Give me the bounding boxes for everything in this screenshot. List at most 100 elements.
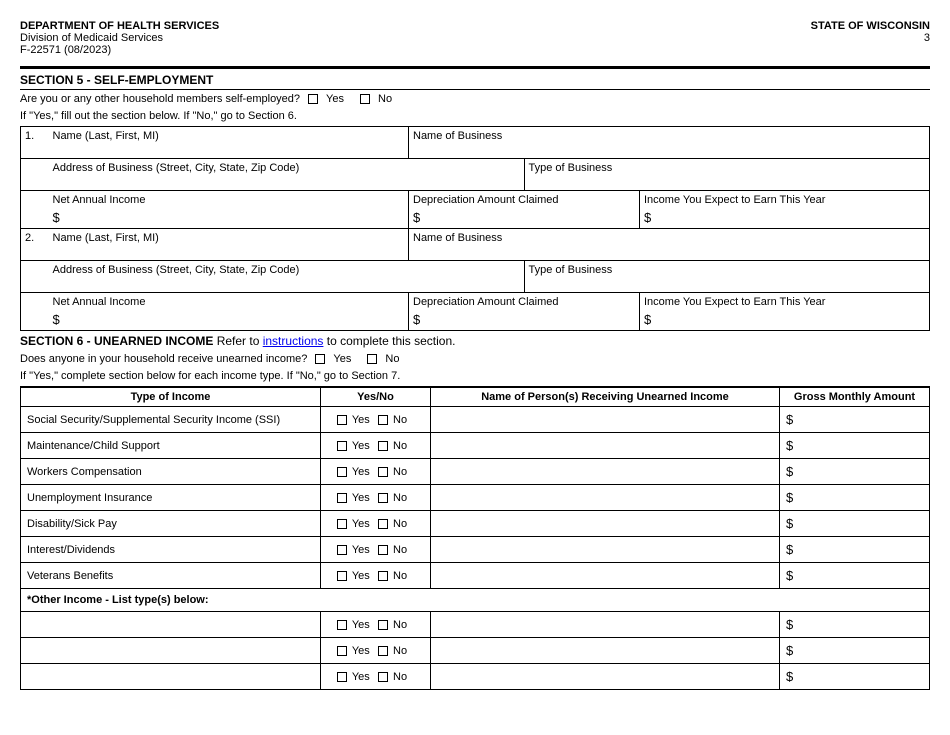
section5-question-row: Are you or any other household members s… [20,90,930,108]
unearned-income-table: Type of Income Yes/No Name of Person(s) … [20,387,930,690]
amount-cell[interactable]: $ [780,537,930,563]
section6-yes-label: Yes [333,353,351,365]
person-cell[interactable] [431,563,780,589]
yn-yes-checkbox[interactable] [337,493,347,503]
income-row: Disability/Sick Pay Yes No $ [21,511,930,537]
amount-cell[interactable]: $ [780,485,930,511]
other-type-cell[interactable] [21,664,321,690]
yn-yes-checkbox[interactable] [337,545,347,555]
person-cell[interactable] [431,459,780,485]
person-cell[interactable] [431,485,780,511]
row2-num: 2. [21,229,49,261]
th-type: Type of Income [21,388,321,407]
yn-no-checkbox[interactable] [378,545,388,555]
row2-type-cell[interactable]: Type of Business [524,261,930,293]
self-employment-table: 1. Name (Last, First, MI) Name of Busine… [20,126,930,330]
amount-cell[interactable]: $ [780,664,930,690]
page-header: DEPARTMENT OF HEALTH SERVICES Division o… [20,20,930,56]
th-amount: Gross Monthly Amount [780,388,930,407]
income-row: Maintenance/Child Support Yes No $ [21,433,930,459]
amount-cell[interactable]: $ [780,407,930,433]
yn-yes-checkbox[interactable] [337,646,347,656]
row2-expect-cell[interactable]: Income You Expect to Earn This Year $ [640,293,930,331]
amount-cell[interactable]: $ [780,433,930,459]
person-cell[interactable] [431,612,780,638]
income-row: Social Security/Supplemental Security In… [21,407,930,433]
other-type-cell[interactable] [21,638,321,664]
instructions-link[interactable]: instructions [263,334,324,348]
row1-net-cell[interactable]: Net Annual Income $ [49,191,409,229]
yn-yes-checkbox[interactable] [337,519,347,529]
state-name: STATE OF WISCONSIN [811,20,930,32]
person-cell[interactable] [431,537,780,563]
row2-business-cell[interactable]: Name of Business [409,229,930,261]
row2-name-cell[interactable]: Name (Last, First, MI) [49,229,409,261]
yn-no-checkbox[interactable] [378,646,388,656]
yn-no-checkbox[interactable] [378,519,388,529]
th-yn: Yes/No [321,388,431,407]
yn-yes-checkbox[interactable] [337,571,347,581]
section6-question-row: Does anyone in your household receive un… [20,350,930,368]
yn-no-checkbox[interactable] [378,620,388,630]
row2-net-cell[interactable]: Net Annual Income $ [49,293,409,331]
header-rule [20,66,930,69]
section6-no-label: No [385,353,399,365]
page-number: 3 [811,32,930,44]
yn-yes-checkbox[interactable] [337,672,347,682]
row1-business-cell[interactable]: Name of Business [409,127,930,159]
division-name: Division of Medicaid Services [20,32,219,44]
person-cell[interactable] [431,407,780,433]
section5-no-label: No [378,93,392,105]
th-person: Name of Person(s) Receiving Unearned Inc… [431,388,780,407]
row1-type-cell[interactable]: Type of Business [524,159,930,191]
row1-name-cell[interactable]: Name (Last, First, MI) [49,127,409,159]
yn-no-checkbox[interactable] [378,493,388,503]
yn-yes-checkbox[interactable] [337,441,347,451]
person-cell[interactable] [431,638,780,664]
row1-num: 1. [21,127,49,159]
amount-cell[interactable]: $ [780,612,930,638]
income-row: Workers Compensation Yes No $ [21,459,930,485]
yn-no-checkbox[interactable] [378,467,388,477]
amount-cell[interactable]: $ [780,459,930,485]
row1-address-cell[interactable]: Address of Business (Street, City, State… [49,159,525,191]
other-income-row: Yes No $ [21,664,930,690]
section6-question: Does anyone in your household receive un… [20,353,307,365]
yn-no-checkbox[interactable] [378,571,388,581]
yn-no-checkbox[interactable] [378,441,388,451]
income-row: Veterans Benefits Yes No $ [21,563,930,589]
person-cell[interactable] [431,511,780,537]
amount-cell[interactable]: $ [780,638,930,664]
person-cell[interactable] [431,664,780,690]
yn-yes-checkbox[interactable] [337,467,347,477]
other-income-row: Yes No $ [21,638,930,664]
yn-no-checkbox[interactable] [378,672,388,682]
section6-instruction: If "Yes," complete section below for eac… [20,368,930,386]
other-income-row: Yes No $ [21,612,930,638]
section6-title: SECTION 6 - UNEARNED INCOME Refer to ins… [20,330,930,350]
section5-yes-checkbox[interactable] [308,94,318,104]
section5-no-checkbox[interactable] [360,94,370,104]
dept-name: DEPARTMENT OF HEALTH SERVICES [20,20,219,32]
person-cell[interactable] [431,433,780,459]
yn-yes-checkbox[interactable] [337,620,347,630]
section5-title: SECTION 5 - SELF-EMPLOYMENT [20,71,930,90]
row1-expect-cell[interactable]: Income You Expect to Earn This Year $ [640,191,930,229]
income-row: Interest/Dividends Yes No $ [21,537,930,563]
section5-yes-label: Yes [326,93,344,105]
yn-yes-checkbox[interactable] [337,415,347,425]
other-income-header-row: *Other Income - List type(s) below: [21,589,930,612]
row1-dep-cell[interactable]: Depreciation Amount Claimed $ [409,191,640,229]
section6-no-checkbox[interactable] [367,354,377,364]
yn-no-checkbox[interactable] [378,415,388,425]
amount-cell[interactable]: $ [780,511,930,537]
section5-instruction: If "Yes," fill out the section below. If… [20,108,930,126]
form-number: F-22571 (08/2023) [20,44,219,56]
section5-question: Are you or any other household members s… [20,93,300,105]
income-row: Unemployment Insurance Yes No $ [21,485,930,511]
row2-address-cell[interactable]: Address of Business (Street, City, State… [49,261,525,293]
section6-yes-checkbox[interactable] [315,354,325,364]
amount-cell[interactable]: $ [780,563,930,589]
other-type-cell[interactable] [21,612,321,638]
row2-dep-cell[interactable]: Depreciation Amount Claimed $ [409,293,640,331]
